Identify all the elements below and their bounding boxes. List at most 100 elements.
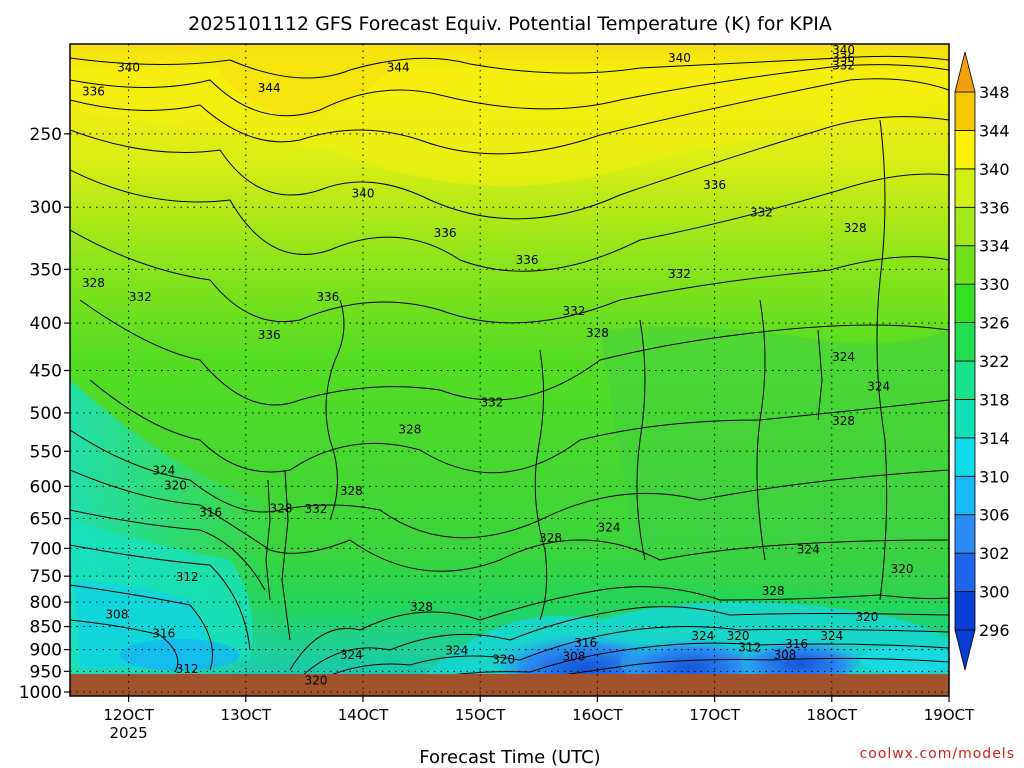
colorbar-label: 330 xyxy=(979,275,1010,294)
x-tick-label: 18OCT xyxy=(807,706,858,724)
colorbar-label: 322 xyxy=(979,352,1010,371)
y-tick-label: 800 xyxy=(30,593,62,613)
y-tick-label: 250 xyxy=(30,125,62,145)
contour-label: 320 xyxy=(727,629,750,643)
colorbar-label: 296 xyxy=(979,621,1010,640)
colorbar-segment xyxy=(954,514,976,554)
colorbar-segment xyxy=(954,399,976,439)
colorbar-label: 314 xyxy=(979,429,1010,448)
contour-label: 320 xyxy=(164,479,187,493)
colorbar-label: 340 xyxy=(979,160,1010,179)
x-tick-label: 13OCT xyxy=(221,706,272,724)
contour-label: 336 xyxy=(316,290,339,304)
contour-label: 336 xyxy=(434,226,457,240)
y-tick-label: 400 xyxy=(30,314,62,334)
y-tick-label: 450 xyxy=(30,361,62,381)
contour-label: 340 xyxy=(117,60,140,74)
contour-label: 328 xyxy=(762,584,785,598)
x-tick-label: 19OCT xyxy=(924,706,975,724)
contour-label: 324 xyxy=(797,543,820,557)
contour-label: 336 xyxy=(82,84,105,98)
contour-label: 336 xyxy=(258,328,281,342)
contour-label: 336 xyxy=(516,253,539,267)
contour-label: 324 xyxy=(152,464,175,478)
colorbar-segment xyxy=(954,130,976,170)
y-tick-label: 950 xyxy=(30,662,62,682)
contour-label: 328 xyxy=(539,531,562,545)
contour-label: 336 xyxy=(832,51,855,65)
contour-label: 324 xyxy=(445,643,468,657)
contour-labels: 3403443443363403403363323363403323363363… xyxy=(82,43,914,688)
contour-lines xyxy=(70,55,949,683)
colorbar-label: 310 xyxy=(979,467,1010,486)
y-tick-label: 700 xyxy=(30,539,62,559)
contour-label: 316 xyxy=(199,505,222,519)
colorbar-segment xyxy=(954,206,976,247)
contour-label: 320 xyxy=(305,674,328,688)
contour-label: 324 xyxy=(598,521,621,535)
field-yellow-band xyxy=(70,44,949,186)
contour-label: 340 xyxy=(832,43,855,57)
contour-label: 316 xyxy=(152,627,175,641)
contour-label: 324 xyxy=(832,350,855,364)
y-tick-label: 900 xyxy=(30,641,62,661)
contour-label: 332 xyxy=(668,267,691,281)
contour-label: 328 xyxy=(844,221,867,235)
colorbar-label: 326 xyxy=(979,314,1010,333)
y-tick-label: 350 xyxy=(30,260,62,280)
gridlines xyxy=(70,44,949,696)
colorbar-lower-arrow xyxy=(954,629,976,671)
contour-label: 344 xyxy=(258,81,281,95)
contour-label: 324 xyxy=(691,629,714,643)
colorbar-segment xyxy=(954,591,976,631)
credit-text: coolwx.com/models xyxy=(860,746,1015,762)
contour-label: 324 xyxy=(340,648,363,662)
y-tick-label: 550 xyxy=(30,442,62,462)
field-right-mid xyxy=(600,326,949,600)
y-tick-label: 300 xyxy=(30,198,62,218)
x-tick-label: 12OCT xyxy=(103,706,154,724)
contour-label: 320 xyxy=(492,652,515,666)
colorbar-segment xyxy=(954,245,976,285)
contour-label: 328 xyxy=(82,276,105,290)
contour-label: 328 xyxy=(270,502,293,516)
contour-label: 308 xyxy=(563,650,586,664)
colorbar-segment xyxy=(954,475,976,516)
colorbar: 296 300 302 306 310 314 318 322 326 330 334 336 340 3… xyxy=(954,51,1010,671)
plot-area: 3403443443363403403363323363403323363363… xyxy=(70,43,949,696)
colorbar-label: 300 xyxy=(979,583,1010,602)
contour-label: 312 xyxy=(176,570,199,584)
contour-label: 320 xyxy=(856,610,879,624)
colorbar-label: 318 xyxy=(979,390,1010,409)
contour-label: 316 xyxy=(785,637,808,651)
contour-label: 328 xyxy=(340,484,363,498)
colorbar-segment xyxy=(954,283,976,323)
contour-label: 312 xyxy=(176,662,199,676)
colorbar-upper-arrow xyxy=(954,51,976,93)
colorbar-segment xyxy=(954,168,976,208)
contour-label: 320 xyxy=(891,562,914,576)
contour-label: 332 xyxy=(563,304,586,318)
chart-title: 2025101112 GFS Forecast Equiv. Potential… xyxy=(188,13,832,35)
colorbar-segment xyxy=(954,360,976,400)
contour-label: 332 xyxy=(305,502,328,516)
y-tick-label: 650 xyxy=(30,510,62,530)
contour-label: 328 xyxy=(398,422,421,436)
colorbar-label: 306 xyxy=(979,506,1010,525)
y-tick-label: 750 xyxy=(30,567,62,587)
contour-label: 340 xyxy=(668,51,691,65)
contour-label: 344 xyxy=(387,60,410,74)
contour-label: 332 xyxy=(832,59,855,73)
contour-label: 324 xyxy=(820,629,843,643)
colorbar-segment xyxy=(954,322,976,362)
y-axis-ticks: 250 300 350 400 450 500 550 600 650 700 750 800 850 9… xyxy=(19,125,70,703)
colorbar-label: 348 xyxy=(979,83,1010,102)
colorbar-segment xyxy=(954,91,976,131)
contour-label: 332 xyxy=(129,290,152,304)
contour-label: 308 xyxy=(773,648,796,662)
contour-label: 336 xyxy=(703,178,726,192)
colorbar-label: 302 xyxy=(979,544,1010,563)
x-tick-label: 14OCT xyxy=(338,706,389,724)
